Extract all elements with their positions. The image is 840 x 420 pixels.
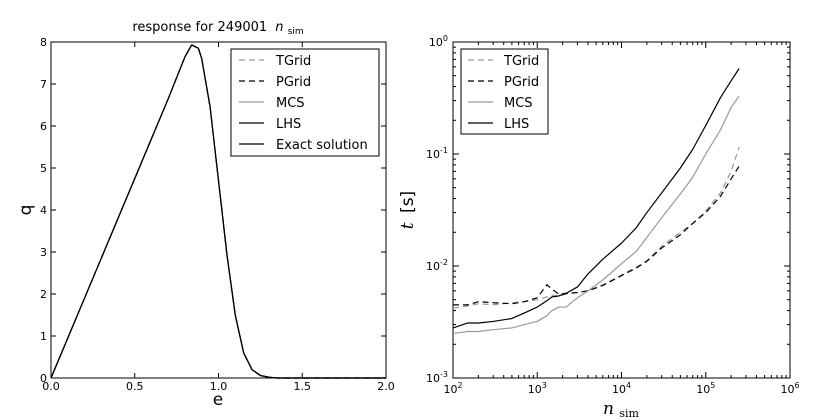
chart2-legend-label-mcs: MCS xyxy=(504,96,533,111)
chart2-ytick-label: 100 xyxy=(429,34,448,49)
chart2-xtick-label: 105 xyxy=(696,381,715,396)
chart2-ytick-exp: -1 xyxy=(440,146,448,155)
chart2-ytick-label: 10-2 xyxy=(426,258,448,273)
chart1-xtick-label: 2.0 xyxy=(377,380,395,393)
chart2-legend-label-pgrid: PGrid xyxy=(504,75,539,90)
chart1-series-exact-solution xyxy=(50,44,386,379)
chart1-title-math: n xyxy=(275,20,283,35)
chart2-xtick-exp: 4 xyxy=(626,381,631,390)
chart2-xtick-exp: 3 xyxy=(542,381,547,390)
chart1-ytick-label: 8 xyxy=(40,36,47,49)
chart1-legend-label-tgrid: TGrid xyxy=(275,54,311,69)
chart1-legend-label-exact-solution: Exact solution xyxy=(276,138,368,153)
chart1-legend-label-mcs: MCS xyxy=(276,96,305,111)
chart2-legend-label-lhs: LHS xyxy=(504,117,529,132)
chart2-ytick-base: 10 xyxy=(426,148,440,161)
chart1-ytick-label: 2 xyxy=(40,288,47,301)
chart2-xtick-base: 10 xyxy=(696,383,710,396)
chart2-xtick-base: 10 xyxy=(780,383,794,396)
chart2-ylabel-math: t xyxy=(398,222,418,229)
chart2-xtick-label: 104 xyxy=(612,381,631,396)
chart1-xtick-label: 0.5 xyxy=(126,380,144,393)
chart2-xtick-label: 102 xyxy=(443,381,462,396)
chart1-ytick-label: 0 xyxy=(40,372,47,385)
chart1-lines xyxy=(50,44,386,379)
chart1-ytick-label: 7 xyxy=(40,78,47,91)
chart2-ytick-base: 10 xyxy=(426,372,440,385)
chart2-xtick-base: 10 xyxy=(443,383,457,396)
chart2-legend: TGrid PGrid MCS LHS xyxy=(460,48,549,135)
chart1-ytick-label: 3 xyxy=(40,246,47,259)
chart1-ytick-label: 5 xyxy=(40,162,47,175)
chart2-xtick-base: 10 xyxy=(612,383,626,396)
chart2-ytick-base: 10 xyxy=(426,260,440,273)
chart1-xtick-label: 1.0 xyxy=(210,380,228,393)
chart1-title: response for 249001 n sim xyxy=(132,20,303,37)
chart2-xtick-base: 10 xyxy=(528,383,542,396)
chart2-ytick-exp: 0 xyxy=(443,34,448,43)
chart1-ytick-label: 6 xyxy=(40,120,47,133)
response-chart: response for 249001 n sim 0.0 0.5 1.0 1.5 2.… xyxy=(16,20,395,410)
chart2-ytick-label: 10-3 xyxy=(426,370,448,385)
chart1-xtick-label: 1.5 xyxy=(294,380,312,393)
chart2-ylabel: t [s] xyxy=(398,191,418,229)
chart2-xlabel: n sim xyxy=(603,399,640,420)
chart1-title-math-sub: sim xyxy=(288,27,304,37)
chart1-title-prefix: response for 249001 xyxy=(132,20,267,35)
chart2-xtick-exp: 5 xyxy=(710,381,715,390)
chart2-xlabel-main: n xyxy=(603,399,614,419)
chart1-xlabel: e xyxy=(213,390,223,410)
chart1-legend-label-lhs: LHS xyxy=(276,117,301,132)
chart2-legend-box xyxy=(460,48,549,135)
chart2-ylabel-unit: [s] xyxy=(398,191,418,213)
chart1-legend: TGrid PGrid MCS LHS Exact solution xyxy=(230,48,380,157)
chart2-xtick-label: 103 xyxy=(528,381,547,396)
chart2-ytick-label: 10-1 xyxy=(426,146,448,161)
chart2-xtick-exp: 2 xyxy=(457,381,462,390)
chart1-xtick-label: 0.0 xyxy=(42,380,60,393)
chart2-xtick-label: 106 xyxy=(780,381,799,396)
chart2-lines xyxy=(452,68,740,335)
chart2-ytick-exp: -2 xyxy=(440,258,448,267)
chart1-ytick-label: 1 xyxy=(40,330,47,343)
chart2-ytick-exp: -3 xyxy=(440,370,448,379)
chart1-legend-label-pgrid: PGrid xyxy=(276,75,311,90)
chart1-ylabel: q xyxy=(16,205,36,216)
chart2-series-mcs xyxy=(452,95,740,335)
chart2-legend-label-tgrid: TGrid xyxy=(503,54,539,69)
chart2-series-pgrid xyxy=(453,165,740,306)
chart2-xtick-exp: 6 xyxy=(794,381,799,390)
chart2-series-lhs xyxy=(452,68,740,329)
chart2-ytick-base: 10 xyxy=(429,36,443,49)
chart2-xlabel-sub: sim xyxy=(619,407,639,420)
chart1-ticks: 0.0 0.5 1.0 1.5 2.0 0 1 2 3 4 5 6 7 8 xyxy=(40,36,395,393)
chart1-ytick-label: 4 xyxy=(40,204,47,217)
